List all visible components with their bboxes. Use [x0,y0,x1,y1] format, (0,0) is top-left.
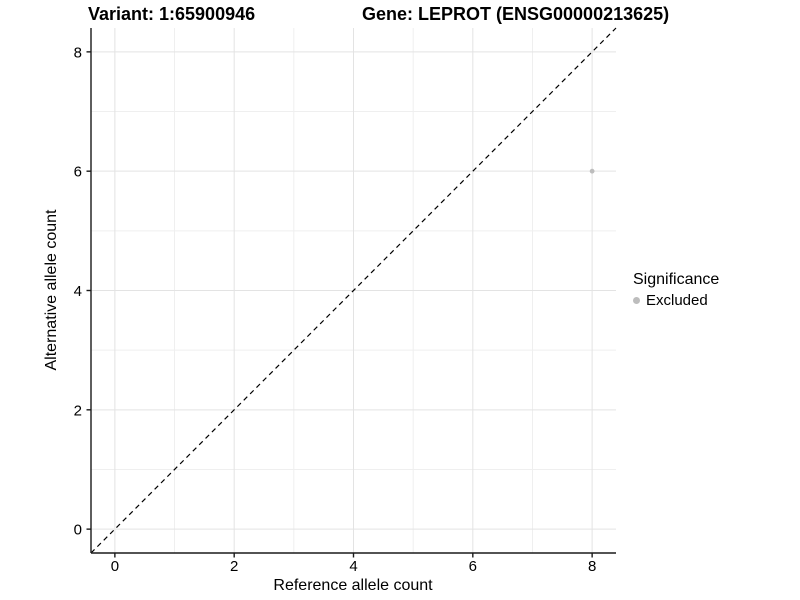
y-tick-label: 8 [74,44,82,61]
x-axis-title: Reference allele count [273,577,433,594]
x-tick-label: 8 [588,558,596,575]
data-point [589,168,595,174]
plot-title-variant: Variant: 1:65900946 [88,4,256,24]
legend-item-label: Excluded [646,292,708,309]
x-tick-label: 0 [111,558,119,575]
legend: Significance Excluded [633,271,719,309]
identity-reference-line [90,27,617,554]
x-tick-label: 6 [469,558,477,575]
x-tick-label: 4 [349,558,357,575]
excluded-point-key-icon [633,297,640,304]
y-tick-label: 6 [74,164,82,181]
plot-title-gene: Gene: LEPROT (ENSG00000213625) [362,4,670,24]
y-tick-label: 2 [74,402,82,419]
y-tick-label: 0 [74,522,82,539]
legend-title: Significance [633,271,720,288]
x-tick-label: 2 [230,558,238,575]
y-tick-label: 4 [74,283,82,300]
legend-item-excluded: Excluded [633,292,719,309]
